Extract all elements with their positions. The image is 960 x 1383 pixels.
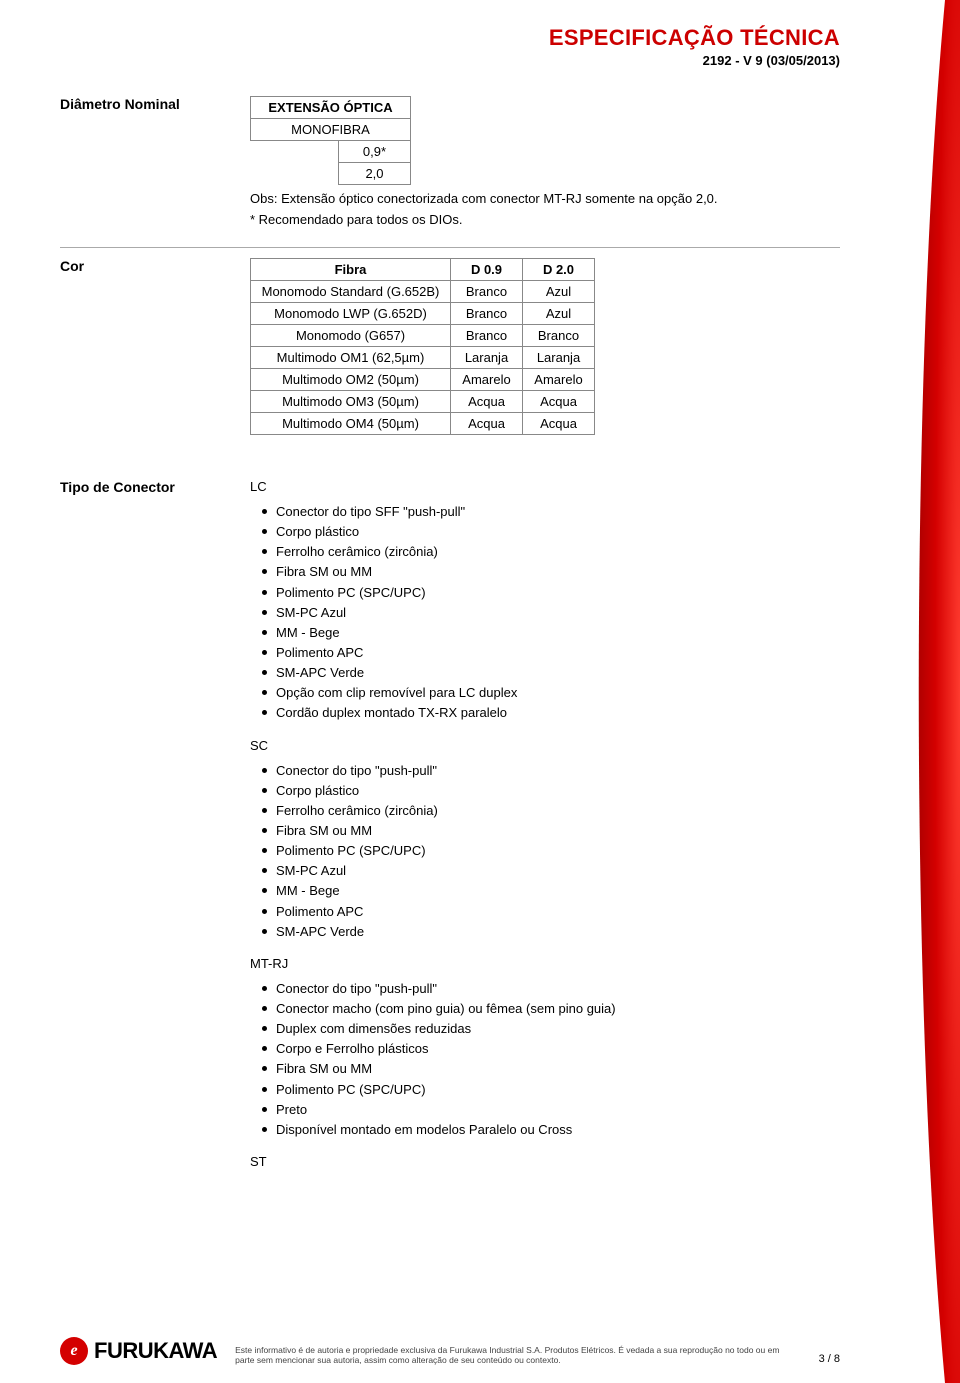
list-item: Polimento PC (SPC/UPC) bbox=[276, 1080, 840, 1100]
conn-type-sc: SC bbox=[250, 738, 840, 753]
table-cell: Monomodo (G657) bbox=[251, 325, 451, 347]
list-item: Conector do tipo SFF "push-pull" bbox=[276, 502, 840, 522]
table-row: Monomodo LWP (G.652D)BrancoAzul bbox=[251, 303, 595, 325]
table-row: Multimodo OM4 (50µm)AcquaAcqua bbox=[251, 413, 595, 435]
list-item: Fibra SM ou MM bbox=[276, 562, 840, 582]
table-cell: Acqua bbox=[523, 391, 595, 413]
list-item: Fibra SM ou MM bbox=[276, 1059, 840, 1079]
table-row: Multimodo OM2 (50µm)AmareloAmarelo bbox=[251, 369, 595, 391]
sc-list: Conector do tipo "push-pull"Corpo plásti… bbox=[250, 761, 840, 942]
diam-col1: MONOFIBRA bbox=[251, 119, 411, 141]
separator bbox=[60, 247, 840, 248]
table-cell: Branco bbox=[523, 325, 595, 347]
page-number: 3 / 8 bbox=[819, 1353, 840, 1365]
list-item: Fibra SM ou MM bbox=[276, 821, 840, 841]
list-item: Corpo e Ferrolho plásticos bbox=[276, 1039, 840, 1059]
section-label-cor: Cor bbox=[60, 258, 250, 274]
cor-header: D 2.0 bbox=[523, 259, 595, 281]
table-cell: Multimodo OM3 (50µm) bbox=[251, 391, 451, 413]
logo: e FURUKAWA bbox=[60, 1337, 217, 1365]
list-item: Polimento APC bbox=[276, 643, 840, 663]
logo-badge-icon: e bbox=[60, 1337, 88, 1365]
conn-type-st: ST bbox=[250, 1154, 840, 1169]
list-item: SM-PC Azul bbox=[276, 861, 840, 881]
table-cell: Amarelo bbox=[451, 369, 523, 391]
diam-note1: Obs: Extensão óptico conectorizada com c… bbox=[250, 191, 840, 206]
table-cell: Branco bbox=[451, 281, 523, 303]
section-diametro: Diâmetro Nominal EXTENSÃO ÓPTICA MONOFIB… bbox=[60, 96, 840, 227]
list-item: Ferrolho cerâmico (zircônia) bbox=[276, 801, 840, 821]
diam-v2: 2,0 bbox=[339, 163, 411, 185]
table-cell: Branco bbox=[451, 303, 523, 325]
list-item: SM-PC Azul bbox=[276, 603, 840, 623]
list-item: SM-APC Verde bbox=[276, 663, 840, 683]
section-label-diametro: Diâmetro Nominal bbox=[60, 96, 250, 112]
table-cell: Laranja bbox=[451, 347, 523, 369]
page-footer: e FURUKAWA Este informativo é de autoria… bbox=[60, 1337, 840, 1365]
section-conector: Tipo de Conector LC Conector do tipo SFF… bbox=[60, 479, 840, 1177]
list-item: Ferrolho cerâmico (zircônia) bbox=[276, 542, 840, 562]
table-cell: Multimodo OM2 (50µm) bbox=[251, 369, 451, 391]
table-cell: Azul bbox=[523, 303, 595, 325]
table-cell: Acqua bbox=[451, 413, 523, 435]
table-row: Multimodo OM1 (62,5µm)LaranjaLaranja bbox=[251, 347, 595, 369]
lc-list: Conector do tipo SFF "push-pull"Corpo pl… bbox=[250, 502, 840, 724]
table-diametro-vals: 0,9* 2,0 bbox=[338, 140, 411, 185]
table-cor: FibraD 0.9D 2.0Monomodo Standard (G.652B… bbox=[250, 258, 595, 435]
table-diametro: EXTENSÃO ÓPTICA MONOFIBRA bbox=[250, 96, 411, 141]
list-item: Opção com clip removível para LC duplex bbox=[276, 683, 840, 703]
cor-header: D 0.9 bbox=[451, 259, 523, 281]
list-item: Corpo plástico bbox=[276, 522, 840, 542]
table-cell: Monomodo Standard (G.652B) bbox=[251, 281, 451, 303]
footer-note: Este informativo é de autoria e propried… bbox=[235, 1345, 800, 1365]
page-decor-curve bbox=[860, 0, 960, 1383]
table-row: Multimodo OM3 (50µm)AcquaAcqua bbox=[251, 391, 595, 413]
list-item: Disponível montado em modelos Paralelo o… bbox=[276, 1120, 840, 1140]
list-item: Polimento APC bbox=[276, 902, 840, 922]
table-cell: Laranja bbox=[523, 347, 595, 369]
mtrj-list: Conector do tipo "push-pull"Conector mac… bbox=[250, 979, 840, 1140]
diam-note2: * Recomendado para todos os DIOs. bbox=[250, 212, 840, 227]
conn-type-lc: LC bbox=[250, 479, 840, 494]
logo-glyph: e bbox=[70, 1342, 77, 1360]
table-cell: Monomodo LWP (G.652D) bbox=[251, 303, 451, 325]
section-cor: Cor FibraD 0.9D 2.0Monomodo Standard (G.… bbox=[60, 258, 840, 435]
table-row: Monomodo (G657)BrancoBranco bbox=[251, 325, 595, 347]
list-item: Conector macho (com pino guia) ou fêmea … bbox=[276, 999, 840, 1019]
list-item: Polimento PC (SPC/UPC) bbox=[276, 841, 840, 861]
table-row: Monomodo Standard (G.652B)BrancoAzul bbox=[251, 281, 595, 303]
list-item: MM - Bege bbox=[276, 881, 840, 901]
list-item: Preto bbox=[276, 1100, 840, 1120]
page-doc-subtitle: 2192 - V 9 (03/05/2013) bbox=[60, 53, 840, 68]
table-cell: Acqua bbox=[451, 391, 523, 413]
conn-type-mtrj: MT-RJ bbox=[250, 956, 840, 971]
list-item: Cordão duplex montado TX-RX paralelo bbox=[276, 703, 840, 723]
table-cell: Multimodo OM1 (62,5µm) bbox=[251, 347, 451, 369]
table-cell: Multimodo OM4 (50µm) bbox=[251, 413, 451, 435]
list-item: Conector do tipo "push-pull" bbox=[276, 979, 840, 999]
list-item: MM - Bege bbox=[276, 623, 840, 643]
table-cell: Amarelo bbox=[523, 369, 595, 391]
logo-text: FURUKAWA bbox=[94, 1338, 217, 1364]
cor-header: Fibra bbox=[251, 259, 451, 281]
section-label-conector: Tipo de Conector bbox=[60, 479, 250, 495]
table-cell: Acqua bbox=[523, 413, 595, 435]
table-cell: Azul bbox=[523, 281, 595, 303]
diam-v1: 0,9* bbox=[339, 141, 411, 163]
list-item: SM-APC Verde bbox=[276, 922, 840, 942]
list-item: Polimento PC (SPC/UPC) bbox=[276, 583, 840, 603]
diam-header: EXTENSÃO ÓPTICA bbox=[251, 97, 411, 119]
list-item: Corpo plástico bbox=[276, 781, 840, 801]
list-item: Conector do tipo "push-pull" bbox=[276, 761, 840, 781]
list-item: Duplex com dimensões reduzidas bbox=[276, 1019, 840, 1039]
table-cell: Branco bbox=[451, 325, 523, 347]
page-doc-title: ESPECIFICAÇÃO TÉCNICA bbox=[60, 25, 840, 51]
